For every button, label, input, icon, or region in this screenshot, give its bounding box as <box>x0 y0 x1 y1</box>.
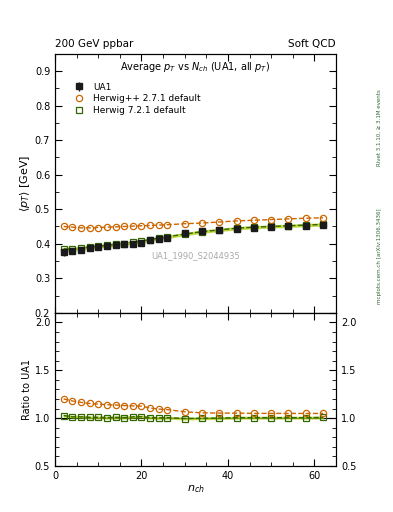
Herwig++ 2.7.1 default <box>286 216 291 222</box>
Herwig 7.2.1 default <box>139 238 144 244</box>
Text: mcplots.cern.ch [arXiv:1306.3436]: mcplots.cern.ch [arXiv:1306.3436] <box>377 208 382 304</box>
Herwig 7.2.1 default <box>96 243 101 249</box>
Herwig++ 2.7.1 default <box>234 218 239 224</box>
Herwig 7.2.1 default <box>200 228 204 234</box>
Herwig 7.2.1 default <box>303 222 308 228</box>
Herwig 7.2.1 default <box>130 239 135 245</box>
Text: Soft QCD: Soft QCD <box>288 38 336 49</box>
Herwig 7.2.1 default <box>286 223 291 229</box>
Y-axis label: Ratio to UA1: Ratio to UA1 <box>22 359 32 420</box>
Herwig++ 2.7.1 default <box>165 222 170 228</box>
Herwig++ 2.7.1 default <box>105 224 109 230</box>
Herwig 7.2.1 default <box>148 237 152 243</box>
Herwig 7.2.1 default <box>321 221 325 227</box>
Line: Herwig 7.2.1 default: Herwig 7.2.1 default <box>61 221 326 252</box>
Herwig++ 2.7.1 default <box>156 222 161 228</box>
Herwig++ 2.7.1 default <box>79 225 83 231</box>
Herwig 7.2.1 default <box>105 242 109 248</box>
Herwig++ 2.7.1 default <box>61 223 66 229</box>
Herwig 7.2.1 default <box>156 235 161 241</box>
Herwig 7.2.1 default <box>70 246 75 252</box>
Herwig 7.2.1 default <box>217 227 222 233</box>
Herwig++ 2.7.1 default <box>96 224 101 230</box>
Text: 200 GeV ppbar: 200 GeV ppbar <box>55 38 133 49</box>
Herwig 7.2.1 default <box>79 245 83 251</box>
Herwig++ 2.7.1 default <box>122 223 127 229</box>
Text: Rivet 3.1.10, ≥ 3.1M events: Rivet 3.1.10, ≥ 3.1M events <box>377 90 382 166</box>
Line: Herwig++ 2.7.1 default: Herwig++ 2.7.1 default <box>61 215 326 231</box>
Herwig 7.2.1 default <box>61 246 66 252</box>
Herwig 7.2.1 default <box>234 225 239 231</box>
Herwig 7.2.1 default <box>113 241 118 247</box>
Herwig++ 2.7.1 default <box>252 217 256 223</box>
Herwig 7.2.1 default <box>269 223 274 229</box>
Text: Average $p_T$ vs $N_{ch}$ (UA1, all $p_T$): Average $p_T$ vs $N_{ch}$ (UA1, all $p_T… <box>120 60 271 74</box>
Herwig++ 2.7.1 default <box>182 221 187 227</box>
Y-axis label: $\langle p_T \rangle$ [GeV]: $\langle p_T \rangle$ [GeV] <box>18 155 32 212</box>
Herwig++ 2.7.1 default <box>200 220 204 226</box>
Herwig++ 2.7.1 default <box>87 225 92 231</box>
Herwig++ 2.7.1 default <box>217 219 222 225</box>
Herwig 7.2.1 default <box>182 231 187 237</box>
Herwig 7.2.1 default <box>252 224 256 230</box>
Herwig++ 2.7.1 default <box>130 223 135 229</box>
X-axis label: $n_{ch}$: $n_{ch}$ <box>187 483 204 495</box>
Text: UA1_1990_S2044935: UA1_1990_S2044935 <box>151 251 240 260</box>
Herwig++ 2.7.1 default <box>303 215 308 221</box>
Herwig 7.2.1 default <box>122 241 127 247</box>
Herwig++ 2.7.1 default <box>113 224 118 230</box>
Herwig 7.2.1 default <box>87 244 92 250</box>
Legend: UA1, Herwig++ 2.7.1 default, Herwig 7.2.1 default: UA1, Herwig++ 2.7.1 default, Herwig 7.2.… <box>65 79 204 119</box>
Herwig++ 2.7.1 default <box>148 222 152 228</box>
Herwig++ 2.7.1 default <box>139 223 144 229</box>
Herwig 7.2.1 default <box>165 234 170 240</box>
Herwig++ 2.7.1 default <box>321 215 325 221</box>
Herwig++ 2.7.1 default <box>70 224 75 230</box>
Herwig++ 2.7.1 default <box>269 217 274 223</box>
